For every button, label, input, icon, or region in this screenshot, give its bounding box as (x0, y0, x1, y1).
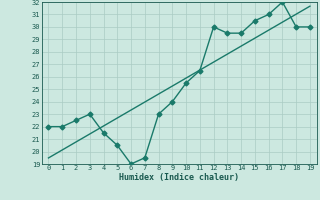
X-axis label: Humidex (Indice chaleur): Humidex (Indice chaleur) (119, 173, 239, 182)
